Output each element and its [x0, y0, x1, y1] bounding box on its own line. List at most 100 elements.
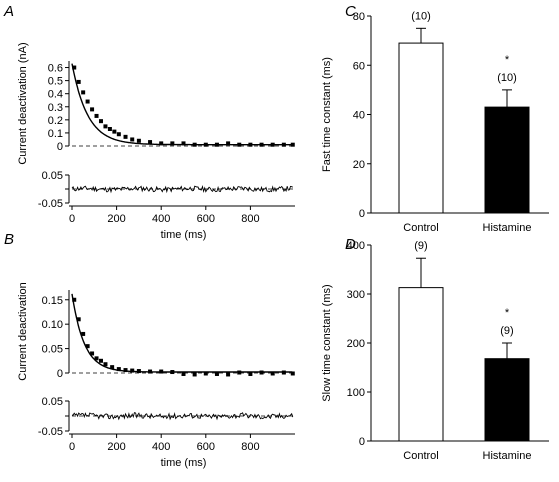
data-point — [103, 124, 108, 129]
data-point — [270, 142, 275, 147]
y-tick-label: 300 — [347, 289, 365, 301]
y-tick-label: 0.4 — [48, 89, 63, 101]
bar-histamine — [484, 106, 530, 214]
residual-y-tick-label: -0.05 — [38, 426, 63, 438]
data-point — [136, 138, 141, 143]
data-point — [214, 142, 219, 147]
panel-letter-b: B — [4, 231, 14, 248]
data-point — [270, 371, 275, 376]
data-point — [94, 356, 99, 361]
data-point — [85, 99, 90, 104]
data-point — [290, 371, 295, 376]
data-point — [110, 365, 115, 370]
data-point — [248, 142, 253, 147]
data-point — [116, 367, 121, 372]
x-category-label: Histamine — [483, 450, 532, 462]
n-label: (10) — [497, 72, 517, 84]
data-point — [192, 372, 197, 377]
x-tick-label: 600 — [197, 441, 215, 453]
residual-y-tick-label: 0.05 — [42, 170, 63, 182]
data-point — [130, 368, 135, 373]
x-tick-label: 400 — [152, 213, 170, 225]
panel-d-slow-tau-bar-chart: 0 100 200 300 400 Slow time constant (ms) (9) C… — [321, 240, 549, 462]
data-point — [237, 142, 242, 147]
y-tick-label: 0 — [359, 208, 365, 220]
data-point — [159, 141, 164, 146]
panel-b-decay-plot: 0 0.05 0.10 0.15 Current deactivation -0.05 0.… — [17, 282, 295, 469]
x-category-label: Control — [403, 222, 438, 234]
data-point — [103, 362, 108, 367]
data-point — [281, 370, 286, 375]
x-tick-label: 200 — [107, 441, 125, 453]
x-category-label: Control — [403, 450, 438, 462]
data-point — [98, 358, 103, 363]
y-axis-title: Current deactivation — [17, 282, 29, 380]
residual-y-tick-label: -0.05 — [38, 198, 63, 210]
data-point — [290, 142, 295, 147]
data-point — [203, 142, 208, 147]
panel-letter-c: C — [345, 3, 356, 20]
data-point — [76, 317, 81, 322]
y-tick-label: 20 — [353, 159, 365, 171]
data-point — [192, 142, 197, 147]
x-category-label: Histamine — [483, 222, 532, 234]
n-label: (9) — [500, 325, 513, 337]
x-tick-label: 800 — [241, 213, 259, 225]
panel-letter-d: D — [345, 236, 356, 253]
y-tick-label: 0.1 — [48, 128, 63, 140]
data-point — [248, 371, 253, 376]
y-tick-label: 0.3 — [48, 102, 63, 114]
bar-histamine — [484, 358, 530, 442]
data-point — [281, 142, 286, 147]
data-point — [107, 127, 112, 131]
x-tick-label: 0 — [69, 213, 75, 225]
y-tick-label: 0.10 — [42, 319, 63, 331]
data-point — [148, 369, 153, 374]
data-point — [226, 372, 231, 377]
y-tick-label: 200 — [347, 338, 365, 350]
data-point — [123, 134, 128, 139]
residual-y-tick-label: 0.05 — [42, 396, 63, 408]
data-point — [237, 370, 242, 375]
data-point — [170, 370, 175, 375]
data-point — [136, 369, 141, 374]
y-tick-label: 0.05 — [42, 344, 63, 356]
data-point — [90, 351, 95, 356]
data-point — [112, 129, 117, 134]
y-tick-label: 0.2 — [48, 115, 63, 127]
data-point — [76, 79, 81, 84]
y-tick-label: 0.6 — [48, 63, 63, 75]
data-point — [181, 141, 186, 146]
x-tick-label: 200 — [107, 213, 125, 225]
y-tick-label: 0.15 — [42, 295, 63, 307]
data-point — [203, 371, 208, 376]
y-axis-title: Current deactivation (nA) — [17, 42, 29, 164]
data-point — [259, 142, 264, 147]
x-tick-label: 800 — [241, 441, 259, 453]
data-point — [85, 344, 90, 349]
data-point — [226, 141, 231, 146]
bar-control — [398, 287, 444, 442]
bar-control — [398, 42, 444, 214]
data-point — [94, 113, 99, 118]
y-tick-label: 100 — [347, 387, 365, 399]
data-point — [170, 141, 175, 146]
y-tick-label: 0 — [359, 436, 365, 448]
data-point — [81, 331, 86, 336]
y-tick-label: 400 — [347, 240, 365, 252]
fit-curve — [71, 63, 293, 146]
residual-trace — [71, 412, 294, 421]
data-point — [72, 297, 77, 302]
y-axis-title: Fast time constant (ms) — [321, 57, 333, 172]
data-point — [159, 369, 164, 374]
y-tick-label: 60 — [353, 60, 365, 72]
fit-curve — [71, 293, 293, 373]
y-tick-label: 0 — [57, 368, 63, 380]
x-tick-label: 600 — [197, 213, 215, 225]
data-point — [81, 90, 86, 95]
y-axis-title: Slow time constant (ms) — [321, 284, 333, 401]
panel-letter-a: A — [3, 3, 14, 20]
x-tick-label: 0 — [69, 441, 75, 453]
